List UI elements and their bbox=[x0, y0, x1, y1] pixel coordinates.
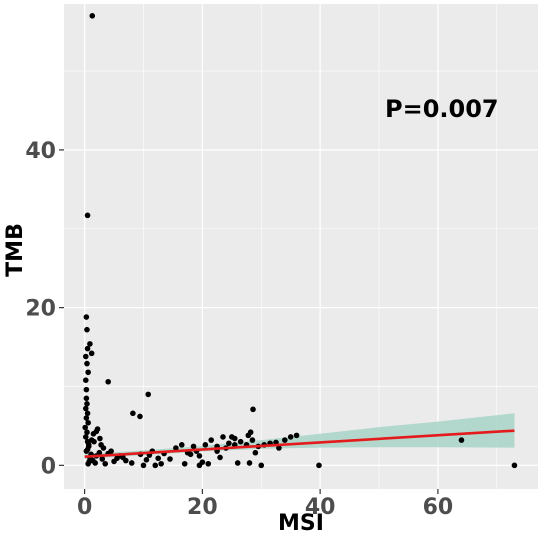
data-point bbox=[94, 426, 101, 432]
data-point bbox=[89, 13, 96, 19]
data-point bbox=[84, 446, 91, 453]
data-point bbox=[140, 462, 147, 469]
regression-line bbox=[84, 429, 515, 458]
data-point bbox=[155, 455, 162, 462]
x-tick-label: 20 bbox=[187, 495, 218, 520]
data-point bbox=[220, 434, 226, 440]
x-tick-label: 60 bbox=[423, 495, 454, 520]
data-point bbox=[237, 438, 244, 445]
p-value-annotation: P=0.007 bbox=[385, 95, 499, 123]
data-point bbox=[152, 462, 159, 469]
data-point bbox=[114, 455, 120, 462]
data-point bbox=[205, 460, 212, 467]
data-point bbox=[84, 410, 91, 417]
data-point bbox=[226, 440, 232, 447]
data-point bbox=[229, 434, 235, 440]
data-point bbox=[258, 462, 265, 469]
plot-panel bbox=[64, 4, 538, 489]
x-tick-label: 0 bbox=[77, 495, 92, 520]
data-point bbox=[85, 442, 92, 448]
data-point bbox=[84, 345, 91, 352]
y-tick-label: 20 bbox=[25, 297, 56, 322]
data-point bbox=[247, 429, 254, 436]
y-axis-ticks: 0 20 40 bbox=[25, 139, 64, 479]
data-point bbox=[87, 341, 93, 347]
data-point bbox=[120, 454, 126, 461]
x-tick-label: 40 bbox=[305, 495, 336, 520]
data-point bbox=[208, 437, 215, 443]
data-point bbox=[128, 460, 135, 466]
data-point bbox=[83, 314, 90, 320]
data-point bbox=[187, 451, 194, 458]
data-point bbox=[246, 460, 253, 466]
data-point bbox=[458, 437, 465, 443]
data-point bbox=[511, 462, 518, 469]
data-point bbox=[293, 432, 300, 439]
data-point bbox=[84, 429, 90, 436]
data-point bbox=[84, 360, 90, 367]
y-tick-label: 40 bbox=[25, 139, 56, 164]
data-point bbox=[282, 437, 288, 443]
data-point bbox=[130, 410, 136, 417]
data-point bbox=[99, 456, 106, 462]
data-point bbox=[249, 437, 256, 443]
data-point bbox=[82, 405, 89, 412]
data-point bbox=[82, 377, 89, 383]
data-point bbox=[143, 457, 150, 463]
data-point bbox=[83, 386, 90, 393]
data-point bbox=[88, 350, 95, 357]
data-point bbox=[84, 212, 91, 219]
data-point bbox=[82, 424, 88, 431]
data-point bbox=[252, 449, 259, 456]
data-point bbox=[196, 453, 203, 459]
data-point bbox=[234, 460, 241, 466]
data-point bbox=[105, 378, 111, 385]
data-point bbox=[145, 391, 152, 398]
x-axis-title: MSI bbox=[278, 511, 324, 536]
data-point bbox=[102, 460, 109, 467]
y-tick-label: 0 bbox=[41, 454, 56, 479]
data-point bbox=[85, 419, 91, 426]
data-point bbox=[276, 445, 282, 451]
minor-gridlines bbox=[64, 4, 538, 489]
data-point bbox=[96, 449, 103, 456]
data-point bbox=[82, 353, 89, 360]
data-point bbox=[82, 434, 89, 440]
data-point bbox=[83, 395, 90, 402]
data-point bbox=[199, 459, 206, 465]
data-point bbox=[100, 445, 107, 451]
data-point bbox=[108, 448, 114, 454]
data-point bbox=[178, 442, 185, 448]
y-axis-title: TMB bbox=[3, 223, 28, 277]
data-point bbox=[85, 369, 91, 376]
data-point bbox=[158, 460, 164, 467]
data-point bbox=[84, 326, 90, 333]
data-point bbox=[250, 406, 256, 413]
x-axis-ticks: 0 20 40 60 bbox=[77, 489, 453, 520]
data-point bbox=[167, 456, 173, 462]
data-point bbox=[84, 401, 90, 407]
data-point bbox=[217, 454, 223, 461]
data-point bbox=[316, 462, 322, 469]
data-point bbox=[97, 435, 103, 442]
data-point bbox=[181, 460, 188, 467]
data-point bbox=[287, 434, 294, 440]
data-point bbox=[91, 438, 97, 445]
data-point bbox=[190, 443, 197, 450]
data-points bbox=[82, 13, 518, 469]
data-point bbox=[173, 445, 179, 451]
data-point bbox=[83, 415, 90, 421]
data-point bbox=[137, 413, 143, 420]
data-point bbox=[92, 460, 99, 466]
data-point bbox=[202, 442, 209, 448]
